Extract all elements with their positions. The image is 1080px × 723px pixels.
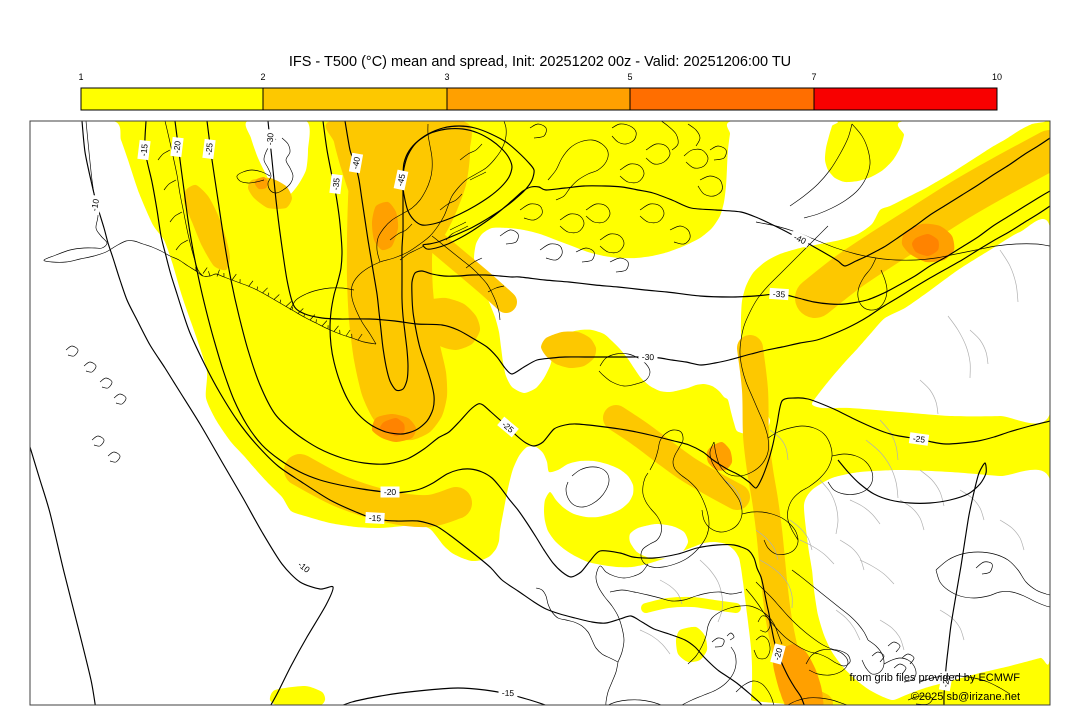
svg-text:-15: -15	[138, 143, 149, 157]
svg-text:from grib files provided by EC: from grib files provided by ECMWF	[849, 672, 1020, 684]
svg-text:-30: -30	[264, 132, 275, 145]
svg-text:-45: -45	[395, 173, 407, 187]
svg-text:-25: -25	[912, 433, 926, 445]
svg-text:-20: -20	[772, 647, 785, 662]
svg-text:3: 3	[444, 72, 449, 82]
svg-text:©2025 sb@irizane.net: ©2025 sb@irizane.net	[911, 691, 1020, 703]
svg-text:1: 1	[78, 72, 83, 82]
svg-text:-10: -10	[89, 198, 101, 212]
svg-text:10: 10	[992, 72, 1002, 82]
svg-text:-40: -40	[792, 232, 808, 246]
svg-text:-20: -20	[384, 487, 397, 497]
svg-text:-35: -35	[773, 289, 786, 300]
svg-text:7: 7	[811, 72, 816, 82]
svg-text:-20: -20	[171, 140, 182, 154]
svg-text:-35: -35	[330, 177, 341, 191]
svg-text:-15: -15	[502, 688, 515, 698]
svg-text:-25: -25	[940, 674, 952, 688]
svg-text:-15: -15	[369, 513, 382, 524]
svg-text:2: 2	[260, 72, 265, 82]
svg-text:-25: -25	[203, 142, 214, 156]
svg-text:IFS - T500 (°C) mean and sprea: IFS - T500 (°C) mean and spread, Init: 2…	[289, 54, 791, 70]
svg-text:-40: -40	[350, 156, 362, 170]
svg-text:5: 5	[627, 72, 632, 82]
svg-text:-30: -30	[642, 352, 655, 362]
